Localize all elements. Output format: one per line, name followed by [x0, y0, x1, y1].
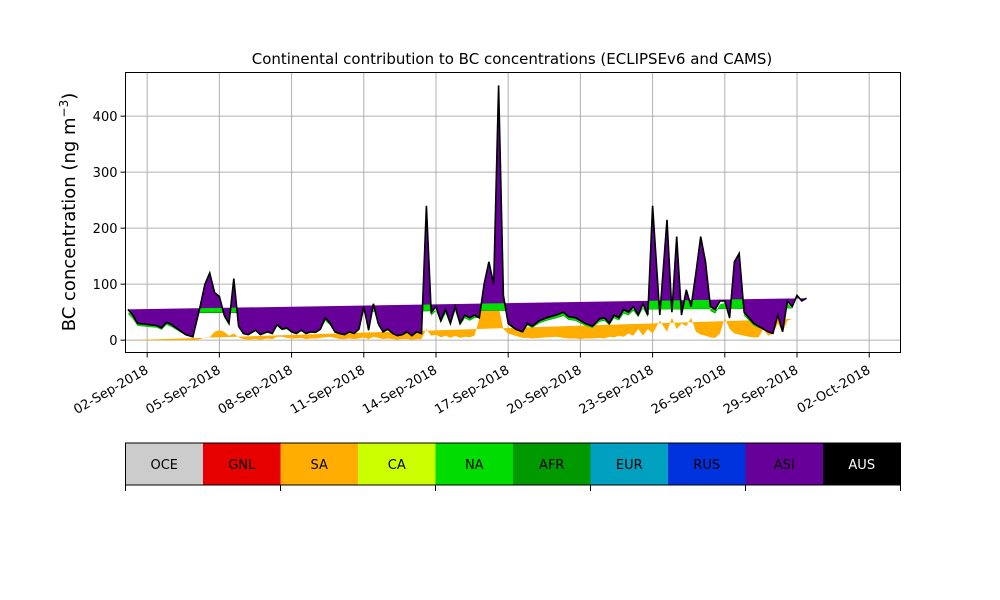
x-tick-label: 05-Sep-2018: [144, 363, 224, 418]
x-tick-label: 23-Sep-2018: [577, 363, 657, 418]
legend-swatch-ca: [358, 443, 436, 485]
x-tick-label: 02-Oct-2018: [795, 363, 873, 417]
y-tick-label: 0: [109, 334, 117, 349]
legend-label-oce: OCE: [150, 458, 178, 473]
stacked-areas: [127, 85, 808, 341]
x-tick-label: 02-Sep-2018: [71, 363, 151, 418]
legend-swatch-na: [435, 443, 514, 485]
y-axis-label-superscript: −3: [57, 100, 71, 118]
y-axis-label-main: BC concentration (ng m: [59, 117, 80, 331]
y-tick-label: 300: [93, 166, 118, 181]
legend-swatch-sa: [280, 443, 359, 485]
legend-colorbar: OCE GNL SA CA NA AFR EUR RUS ASI AUS: [125, 442, 901, 491]
legend-label-sa: SA: [311, 458, 328, 473]
x-tick-label: 20-Sep-2018: [505, 363, 585, 418]
plot-frame: [125, 72, 901, 353]
y-tick-label: 400: [93, 110, 118, 125]
legend-label-aus: AUS: [848, 458, 875, 473]
legend-label-rus: RUS: [693, 458, 720, 473]
legend-swatch-rus: [668, 443, 746, 485]
legend-frame: [125, 442, 901, 486]
legend-swatch-afr: [513, 443, 591, 485]
legend-swatch-oce: [125, 443, 204, 485]
x-tick-label: 14-Sep-2018: [360, 363, 440, 418]
grid-lines: [125, 72, 901, 353]
x-tick-label: 17-Sep-2018: [432, 363, 512, 418]
y-tick-label: 200: [93, 222, 118, 237]
total-line-aus: [127, 85, 808, 338]
y-axis-label-close: ): [59, 93, 80, 100]
legend-label-afr: AFR: [539, 458, 564, 473]
y-axis: 0 100 200 300 400: [93, 110, 126, 349]
legend-label-ca: CA: [388, 458, 406, 473]
legend-swatch-eur: [590, 443, 669, 485]
x-tick-label: 26-Sep-2018: [649, 363, 729, 418]
y-tick-label: 100: [93, 278, 118, 293]
area-asi: [127, 85, 807, 337]
legend-label-asi: ASI: [774, 458, 795, 473]
x-tick-label: 08-Sep-2018: [216, 363, 296, 418]
x-axis: 02-Sep-201805-Sep-201808-Sep-201811-Sep-…: [71, 352, 873, 418]
x-tick-label: 11-Sep-2018: [288, 363, 368, 418]
legend-swatch-asi: [745, 443, 824, 485]
legend-swatch-aus: [823, 443, 901, 485]
y-axis-label: BC concentration (ng m−3): [57, 93, 80, 332]
legend-swatch-gnl: [203, 443, 281, 485]
x-tick-label: 29-Sep-2018: [721, 363, 801, 418]
chart-title: Continental contribution to BC concentra…: [252, 50, 773, 68]
legend-label-gnl: GNL: [228, 458, 256, 473]
area-sa: [127, 285, 793, 341]
legend-label-na: NA: [465, 458, 484, 473]
legend-label-eur: EUR: [616, 458, 643, 473]
